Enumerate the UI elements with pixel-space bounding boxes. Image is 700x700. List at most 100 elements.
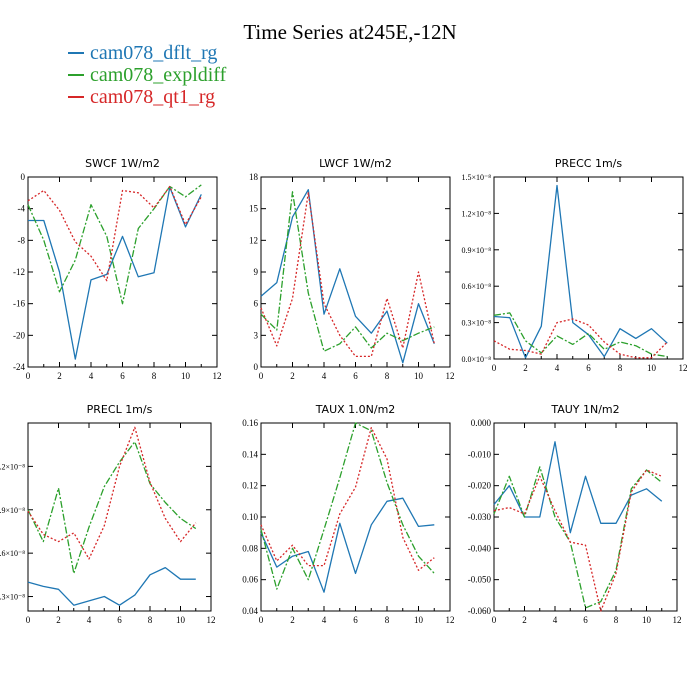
x-tick-label: 8: [385, 371, 390, 381]
x-tick-label: 4: [322, 615, 327, 625]
y-tick-label: 0.08: [242, 543, 258, 553]
plot-frame: [493, 422, 678, 612]
plot-title: TAUX 1.0N/m2: [315, 403, 396, 416]
x-tick-label: 0: [492, 615, 497, 625]
chart-panel-5: TAUY 1N/m2 0 2 4 6 8 10 12 0.000 -0.010 -0.020 -0.0…: [468, 403, 682, 625]
x-tick-label: 0: [259, 615, 264, 625]
y-tick-label: 0: [21, 172, 26, 182]
plot-title: SWCF 1W/m2: [85, 157, 160, 170]
y-tick-label: 0.6×10⁻⁸: [0, 549, 25, 558]
x-tick-label: 8: [618, 363, 623, 373]
plot-frame: [27, 176, 218, 368]
series-line-qt1: [27, 185, 202, 282]
y-tick-label: 0: [254, 362, 259, 372]
chart-panel-3: PRECL 1m/s 0 2 4 6 8 10 12 0.3×10⁻⁸ 0.6×10⁻⁸ 0.9×1…: [0, 403, 216, 625]
y-tick-label: 0.04: [242, 606, 258, 616]
x-tick-label: 12: [673, 615, 682, 625]
series-line-dflt: [260, 189, 435, 364]
plot-frame: [27, 422, 212, 612]
series-line-qt1: [260, 192, 435, 358]
series-line-qt1: [493, 318, 668, 359]
y-tick-label: 6: [254, 299, 259, 309]
legend-item-qt1: cam078_qt1_rg: [68, 86, 226, 108]
legend-swatch-qt1: [68, 96, 84, 98]
x-tick-label: 6: [583, 615, 588, 625]
x-tick-label: 12: [207, 615, 216, 625]
x-tick-label: 10: [414, 371, 424, 381]
y-tick-label: 3: [254, 330, 259, 340]
x-tick-label: 12: [446, 615, 455, 625]
x-tick-label: 0: [26, 615, 31, 625]
y-tick-label: 1.5×10⁻⁸: [461, 173, 491, 182]
x-tick-label: 8: [148, 615, 153, 625]
x-tick-label: 12: [213, 371, 222, 381]
x-tick-label: 2: [56, 615, 61, 625]
plot-title: PRECC 1m/s: [555, 157, 623, 170]
y-tick-label: -12: [13, 267, 25, 277]
chart-panel-0: SWCF 1W/m2 0 2 4 6 8 10 12 0 -4 -8 -12 -16 -20 -24: [13, 157, 222, 381]
series-line-dflt: [27, 566, 196, 606]
x-tick-label: 10: [176, 615, 186, 625]
series-line-expldiff: [27, 184, 202, 305]
y-tick-label: 0.000: [471, 418, 492, 428]
y-tick-label: 12: [249, 235, 258, 245]
series-line-dflt: [493, 441, 663, 534]
y-tick-label: -8: [18, 235, 26, 245]
y-tick-label: -4: [18, 204, 26, 214]
y-tick-label: -0.010: [468, 449, 492, 459]
chart-panel-4: TAUX 1.0N/m2 0 2 4 6 8 10 12 0.04 0.06 0.08 0.10 0.1…: [242, 403, 454, 625]
series-line-qt1: [27, 426, 197, 560]
series-line-expldiff: [493, 312, 668, 358]
legend-swatch-dflt: [68, 52, 84, 54]
x-tick-label: 12: [679, 363, 688, 373]
y-tick-label: 0.14: [242, 449, 258, 459]
x-tick-label: 4: [87, 615, 92, 625]
chart-panel-1: LWCF 1W/m2 0 2 4 6 8 10 12 0 3 6 9 12 15 18: [249, 157, 455, 381]
legend-label-dflt: cam078_dflt_rg: [90, 41, 218, 64]
series-line-dflt: [493, 184, 668, 359]
y-tick-label: -16: [13, 299, 25, 309]
series-line-dflt: [28, 186, 202, 360]
legend: cam078_dflt_rg cam078_expldiff cam078_qt…: [68, 42, 226, 108]
x-tick-label: 2: [290, 615, 295, 625]
y-tick-label: 1.2×10⁻⁸: [0, 462, 25, 471]
y-tick-label: -0.030: [468, 512, 492, 522]
x-tick-label: 2: [522, 615, 527, 625]
figure-title: Time Series at245E,-12N: [243, 20, 457, 44]
x-tick-label: 12: [446, 371, 455, 381]
x-tick-label: 6: [586, 363, 591, 373]
plot-title: LWCF 1W/m2: [319, 157, 392, 170]
x-tick-label: 2: [57, 371, 62, 381]
plot-title: PRECL 1m/s: [87, 403, 153, 416]
x-tick-label: 4: [553, 615, 558, 625]
x-tick-label: 2: [290, 371, 295, 381]
y-tick-label: -0.020: [468, 481, 492, 491]
y-tick-label: 9: [254, 267, 259, 277]
x-tick-label: 10: [181, 371, 191, 381]
plot-frame: [260, 422, 451, 612]
y-tick-label: -20: [13, 330, 25, 340]
x-tick-label: 0: [26, 371, 31, 381]
series-line-expldiff: [27, 441, 197, 575]
y-tick-label: 18: [249, 172, 259, 182]
x-tick-label: 2: [523, 363, 528, 373]
plot-frame: [260, 176, 451, 368]
x-tick-label: 6: [353, 371, 358, 381]
series-line-expldiff: [260, 191, 435, 352]
y-tick-label: -0.040: [468, 543, 492, 553]
x-tick-label: 8: [614, 615, 619, 625]
x-tick-label: 4: [555, 363, 560, 373]
legend-item-expldiff: cam078_expldiff: [68, 64, 226, 86]
x-tick-label: 6: [120, 371, 125, 381]
x-tick-label: 10: [642, 615, 652, 625]
y-tick-label: -0.050: [468, 575, 492, 585]
legend-item-dflt: cam078_dflt_rg: [68, 42, 226, 64]
y-tick-label: 0.12: [242, 481, 258, 491]
legend-swatch-expldiff: [68, 74, 84, 76]
y-tick-label: 0.06: [242, 575, 258, 585]
series-line-expldiff: [260, 422, 435, 590]
y-tick-label: 1.2×10⁻⁸: [461, 209, 491, 218]
x-tick-label: 6: [117, 615, 122, 625]
y-tick-label: 0.0×10⁻⁸: [461, 355, 491, 364]
